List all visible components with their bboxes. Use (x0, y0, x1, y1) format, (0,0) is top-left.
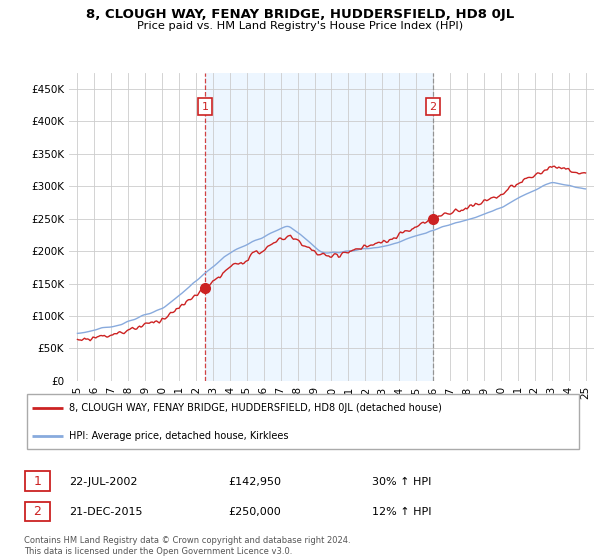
FancyBboxPatch shape (25, 502, 50, 521)
Text: 8, CLOUGH WAY, FENAY BRIDGE, HUDDERSFIELD, HD8 0JL: 8, CLOUGH WAY, FENAY BRIDGE, HUDDERSFIEL… (86, 8, 514, 21)
Text: £250,000: £250,000 (228, 507, 281, 517)
FancyBboxPatch shape (27, 394, 579, 449)
FancyBboxPatch shape (25, 472, 50, 491)
Text: 2: 2 (429, 102, 436, 111)
Text: £142,950: £142,950 (228, 477, 281, 487)
Text: 21-DEC-2015: 21-DEC-2015 (69, 507, 143, 517)
Text: 1: 1 (202, 102, 209, 111)
Text: 30% ↑ HPI: 30% ↑ HPI (372, 477, 431, 487)
Text: 8, CLOUGH WAY, FENAY BRIDGE, HUDDERSFIELD, HD8 0JL (detached house): 8, CLOUGH WAY, FENAY BRIDGE, HUDDERSFIEL… (68, 403, 442, 413)
Text: HPI: Average price, detached house, Kirklees: HPI: Average price, detached house, Kirk… (68, 431, 288, 441)
Text: 22-JUL-2002: 22-JUL-2002 (69, 477, 137, 487)
Text: 2: 2 (34, 505, 41, 519)
Text: 1: 1 (34, 474, 41, 488)
Text: 12% ↑ HPI: 12% ↑ HPI (372, 507, 431, 517)
Text: Contains HM Land Registry data © Crown copyright and database right 2024.
This d: Contains HM Land Registry data © Crown c… (24, 536, 350, 556)
Text: Price paid vs. HM Land Registry's House Price Index (HPI): Price paid vs. HM Land Registry's House … (137, 21, 463, 31)
Bar (205, 73, 433, 381)
